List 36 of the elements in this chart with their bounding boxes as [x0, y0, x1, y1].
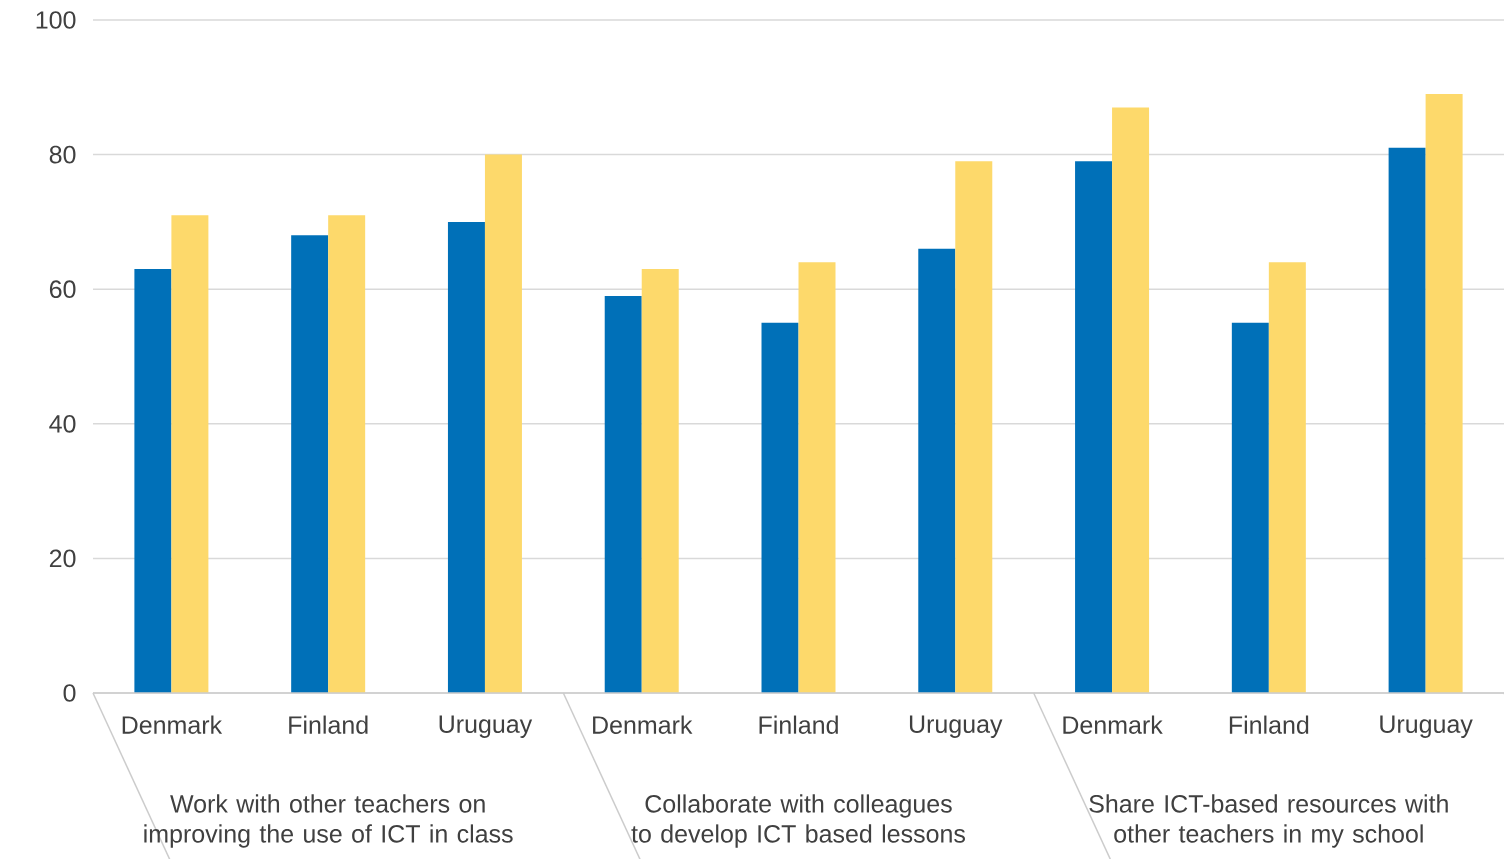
bar [171, 215, 209, 693]
bar [1388, 147, 1426, 693]
x-tick-label: Finland [289, 715, 368, 734]
bar [134, 269, 172, 693]
bar [604, 295, 642, 693]
bar [641, 269, 679, 693]
x-tick-label: Uruguay [909, 715, 1003, 738]
y-tick-label: 40 [49, 414, 76, 433]
y-tick-label: 80 [49, 145, 76, 164]
text: Work with other teachers on improving the use of ICT in class [144, 794, 513, 848]
bar [328, 215, 366, 693]
bar [798, 262, 836, 693]
bar [447, 221, 485, 693]
bar [761, 322, 799, 693]
x-tick-label: Uruguay [1380, 715, 1473, 738]
y-tick-label: 60 [49, 280, 76, 299]
x-tick-label: Denmark [122, 715, 223, 734]
x-tick-label: Finland [1229, 715, 1309, 734]
bar [955, 161, 993, 693]
bar [291, 235, 329, 693]
y-tick-label: 20 [49, 549, 76, 568]
bar [1112, 107, 1150, 693]
bar [484, 154, 522, 693]
x-tick-label: Finland [759, 715, 838, 734]
bar [1075, 161, 1113, 693]
bar [1425, 94, 1463, 693]
y-tick-label: 0 [63, 684, 76, 702]
x-tick-label: Denmark [1063, 715, 1163, 734]
text: Share ICT-based resources with other teachers in my school [1089, 794, 1448, 848]
text: Collaborate with colleagues to develop ICT based lessons [631, 794, 965, 848]
y-tick-label: 100 [36, 11, 76, 29]
x-tick-label: Denmark [593, 715, 693, 734]
bar [1268, 262, 1306, 693]
x-tick-label: Uruguay [439, 715, 533, 738]
bar [918, 248, 956, 693]
bar [1231, 322, 1269, 693]
